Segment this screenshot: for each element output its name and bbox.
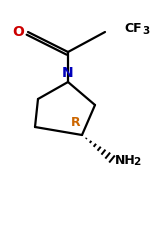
Text: N: N: [62, 66, 74, 80]
Text: CF: CF: [124, 22, 142, 35]
Text: 3: 3: [142, 26, 149, 36]
Text: 2: 2: [133, 157, 140, 167]
Text: NH: NH: [115, 153, 136, 166]
Text: O: O: [12, 25, 24, 39]
Text: R: R: [71, 116, 81, 129]
